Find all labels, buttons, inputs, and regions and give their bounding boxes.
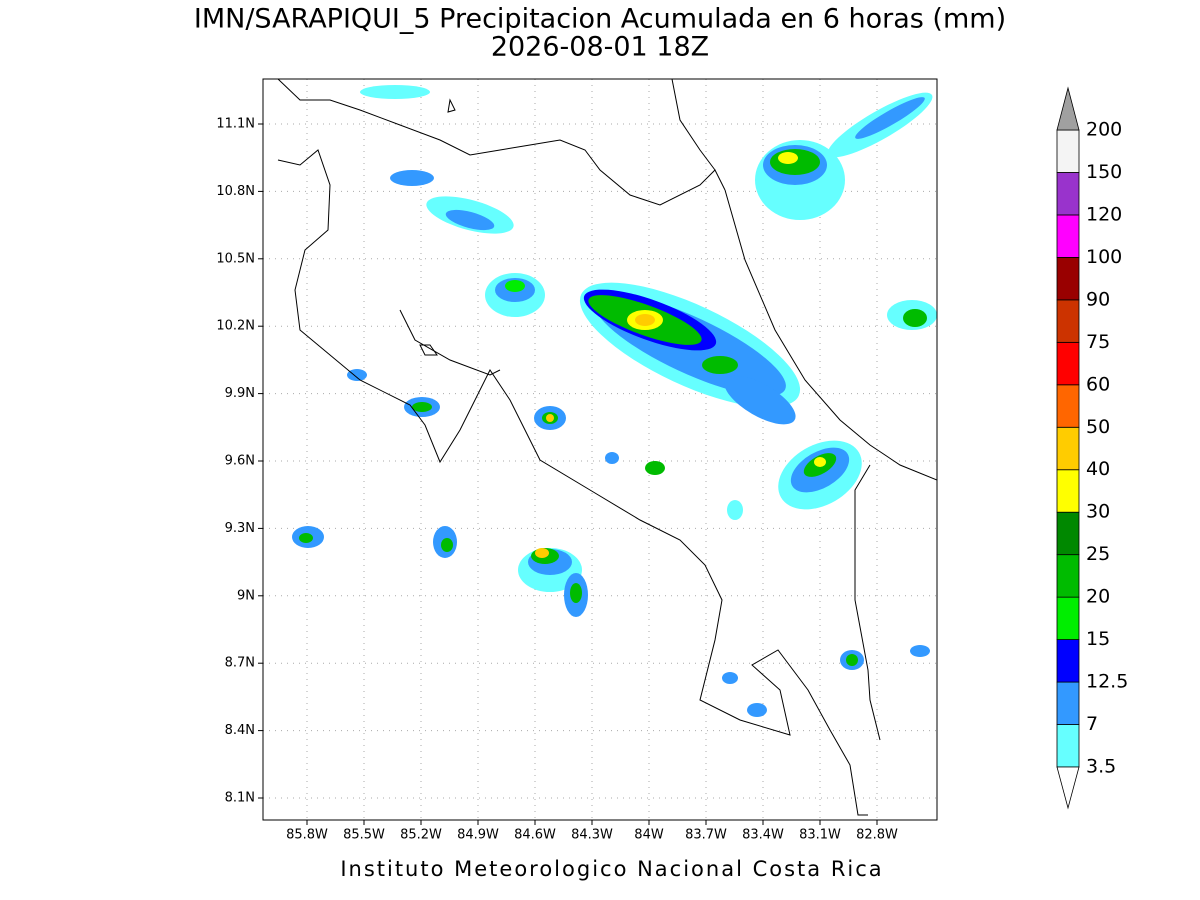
- x-tick-label: 85.8W: [286, 828, 328, 843]
- colorbar-label: 40: [1086, 458, 1110, 480]
- colorbar-label: 12.5: [1086, 671, 1128, 693]
- y-tick-label: 9.9N: [225, 386, 255, 401]
- colorbar-label: 50: [1086, 416, 1110, 438]
- colorbar-segment: [1056, 554, 1080, 598]
- colorbar-over: [1056, 86, 1080, 131]
- x-tick-label: 84.9W: [457, 828, 499, 843]
- colorbar-segment: [1056, 639, 1080, 683]
- colorbar-label: 30: [1086, 501, 1110, 523]
- colorbar-label: 60: [1086, 373, 1110, 395]
- y-tick-label: 8.1N: [225, 791, 255, 806]
- y-tick-label: 8.4N: [225, 723, 255, 738]
- colorbar-segment: [1056, 724, 1080, 768]
- y-tick-label: 9N: [237, 588, 255, 603]
- colorbar-segment: [1056, 469, 1080, 513]
- axes: 85.8W 85.5W 85.2W 84.9W 84.6W 84.3W 84W 83.7W 83…: [216, 117, 898, 843]
- x-tick-label: 83.4W: [742, 828, 784, 843]
- x-tick-label: 84.6W: [514, 828, 556, 843]
- colorbar-label: 15: [1086, 628, 1110, 650]
- x-tick-label: 82.8W: [856, 828, 898, 843]
- y-tick-label: 9.3N: [225, 521, 255, 536]
- colorbar-label: 90: [1086, 288, 1110, 310]
- colorbar-label: 3.5: [1086, 756, 1116, 778]
- y-tick-label: 8.7N: [225, 656, 255, 671]
- x-tick-label: 84W: [634, 828, 664, 843]
- map-frame: [262, 78, 938, 821]
- y-tick-label: 9.6N: [225, 454, 255, 469]
- colorbar-segment: [1056, 214, 1080, 258]
- subtitle: 2026-08-01 18Z: [491, 32, 709, 63]
- colorbar-segment: [1056, 299, 1080, 343]
- y-tick-label: 11.1N: [216, 117, 255, 132]
- colorbar-label: 7: [1086, 713, 1098, 735]
- coastlines: [277, 79, 937, 816]
- colorbar-segment: [1056, 426, 1080, 471]
- colorbar-segment: [1056, 256, 1080, 301]
- colorbar-label: 200: [1086, 119, 1122, 141]
- x-tick-label: 85.2W: [400, 828, 442, 843]
- colorbar-segment: [1056, 596, 1080, 641]
- colorbar-segment: [1056, 384, 1080, 428]
- colorbar-segment: [1056, 511, 1080, 556]
- colorbar-label: 100: [1086, 246, 1122, 268]
- x-tick-label: 84.3W: [571, 828, 613, 843]
- colorbar-segment: [1056, 341, 1080, 386]
- footer: Instituto Meteorologico Nacional Costa R…: [340, 857, 883, 881]
- colorbar-segment: [1056, 681, 1080, 725]
- colorbar-label: 75: [1086, 331, 1110, 353]
- colorbar-segment: [1056, 172, 1080, 216]
- x-tick-label: 85.5W: [343, 828, 385, 843]
- colorbar-label: 20: [1086, 586, 1110, 608]
- colorbar-label: 150: [1086, 161, 1122, 183]
- colorbar: 3.5 7 12.5 15 20 25 30 40 50 60 75 90 100 120 150 200: [1056, 86, 1128, 810]
- y-tick-label: 10.5N: [216, 251, 255, 266]
- colorbar-label: 120: [1086, 203, 1122, 225]
- title: IMN/SARAPIQUI_5 Precipitacion Acumulada …: [194, 4, 1006, 35]
- colorbar-label: 25: [1086, 543, 1110, 565]
- colorbar-segment: [1056, 129, 1080, 173]
- precipitation: [292, 85, 937, 717]
- x-tick-label: 83.1W: [799, 828, 841, 843]
- colorbar-under: [1056, 766, 1080, 810]
- y-tick-label: 10.8N: [216, 184, 255, 199]
- y-tick-label: 10.2N: [216, 319, 255, 334]
- x-tick-label: 83.7W: [685, 828, 727, 843]
